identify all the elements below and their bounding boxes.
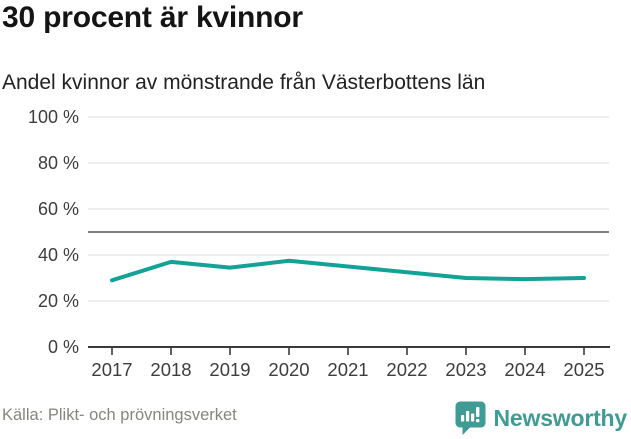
source-note: Källa: Plikt- och prövningsverket xyxy=(2,406,237,424)
x-axis-tick-label: 2019 xyxy=(209,359,250,380)
x-axis-tick-label: 2020 xyxy=(268,359,309,380)
newsworthy-wordmark: Newsworthy xyxy=(493,404,628,431)
x-axis-tick-label: 2017 xyxy=(91,359,132,380)
y-axis-tick-label: 0 % xyxy=(48,337,79,357)
y-axis-tick-label: 20 % xyxy=(38,291,79,311)
chart-subtitle: Andel kvinnor av mönstrande från Västerb… xyxy=(2,71,486,94)
line-chart: 0 % 20 % 40 % 60 % 80 % 100 % 2017 2018 2019 2020… xyxy=(28,107,610,380)
y-axis-tick-label: 40 % xyxy=(38,245,79,265)
y-axis-tick-label: 80 % xyxy=(38,153,79,173)
data-line-andel-kvinnor xyxy=(110,258,586,283)
y-axis-tick-label: 100 % xyxy=(28,107,79,127)
x-axis-tick-label: 2018 xyxy=(150,359,191,380)
x-axis-tick-label: 2023 xyxy=(445,359,486,380)
newsworthy-logo-icon xyxy=(455,401,486,435)
page-title: 30 procent är kvinnor xyxy=(2,1,303,34)
x-axis-tick-label: 2021 xyxy=(327,359,368,380)
x-axis-tick-label: 2024 xyxy=(504,359,545,380)
newsworthy-brand: Newsworthy xyxy=(454,399,627,437)
x-axis-tick-label: 2025 xyxy=(563,359,604,380)
x-axis-tick-label: 2022 xyxy=(386,359,427,380)
y-axis-tick-label: 60 % xyxy=(38,199,79,219)
